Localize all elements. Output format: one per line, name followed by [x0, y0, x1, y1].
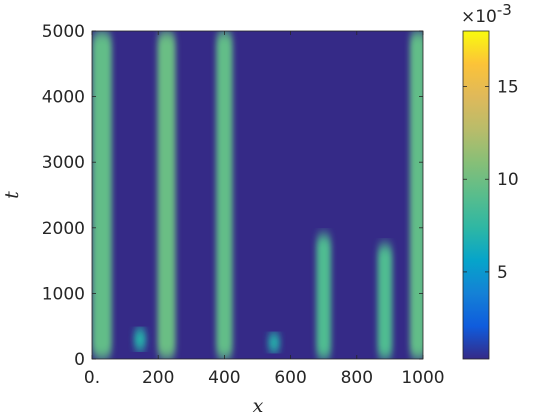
y-tick-label: 5000 [42, 22, 85, 42]
colorbar-multiplier-base: ×10 [461, 7, 497, 27]
colorbar-tick-label: 10 [497, 170, 519, 190]
y-tick-label: 3000 [42, 153, 85, 173]
y-axis-label: t [1, 191, 23, 199]
x-axis: 0. 200 400 600 800 1000 [84, 31, 445, 388]
heatmap-band [216, 31, 233, 359]
x-tick-label: 400 [208, 368, 240, 388]
colorbar: 5 10 15 ×10-3 [461, 1, 519, 360]
colorbar-tick-label: 15 [497, 78, 519, 98]
x-tick-label: 200 [142, 368, 174, 388]
colorbar-ticks: 5 10 15 [463, 78, 519, 283]
heatmap-band [316, 234, 332, 359]
heatmap-band [157, 31, 176, 359]
heatmap-blob [267, 332, 281, 353]
x-tick-label: 0. [84, 368, 100, 388]
colorbar-gradient [462, 30, 490, 360]
plot-frame [91, 30, 424, 360]
heatmap-blob [133, 327, 147, 351]
heatmap-background [92, 31, 423, 359]
x-tick-label: 1000 [401, 368, 444, 388]
y-tick-label: 4000 [42, 88, 85, 108]
colorbar-multiplier: ×10-3 [461, 1, 512, 27]
colorbar-multiplier-exponent: -3 [497, 1, 512, 19]
y-tick-label: 1000 [42, 284, 85, 304]
x-tick-label: 800 [341, 368, 373, 388]
heatmap-features [92, 31, 423, 359]
x-tick-label: 600 [274, 368, 306, 388]
y-tick-label: 0 [74, 350, 85, 370]
heatmap-band [92, 31, 112, 359]
y-tick-label: 2000 [42, 219, 85, 239]
plot-area: 0. 200 400 600 800 1000 0 1000 2000 3000 4000 5000 [42, 22, 445, 388]
heatmap-band [409, 31, 423, 359]
heatmap-band [377, 244, 393, 359]
y-axis: 0 1000 2000 3000 4000 5000 [42, 22, 423, 370]
x-axis-label: x [253, 395, 264, 417]
colorbar-tick-label: 5 [497, 263, 508, 283]
